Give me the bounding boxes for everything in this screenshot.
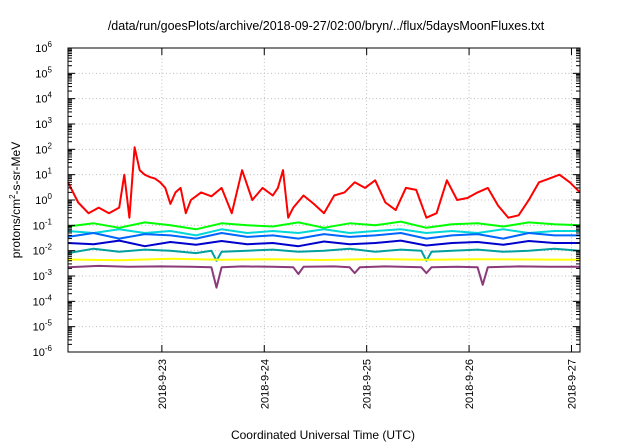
y-tick-label-base: 10	[33, 296, 45, 308]
y-tick-label-base: 10	[33, 271, 45, 283]
y-tick-label-exponent: -6	[45, 344, 53, 353]
series-line-7	[67, 264, 580, 289]
y-tick-label-exponent: -4	[45, 293, 53, 302]
y-tick-label-exponent: 0	[48, 192, 53, 201]
y-tick-label-exponent: -3	[45, 268, 53, 277]
x-tick-label-1: 2018-9-24	[259, 359, 271, 409]
y-tick-label-base: 10	[33, 347, 45, 359]
y-tick-label-base: 10	[35, 68, 47, 80]
y-tick-label-exponent: -1	[45, 217, 53, 226]
y-tick-label-base: 10	[35, 43, 47, 55]
y-tick-label-10: 104	[35, 91, 52, 106]
series-line-1	[67, 220, 581, 231]
y-tick-label-11: 105	[35, 65, 52, 80]
series-line-6	[67, 257, 581, 262]
y-tick-label-base: 10	[33, 322, 45, 334]
y-tick-label-base: 10	[35, 119, 47, 131]
y-tick-label-0: 10-6	[33, 344, 53, 359]
y-axis-label-prefix: protons/cm	[9, 199, 23, 258]
x-tick-label-4: 2018-9-27	[566, 359, 578, 409]
x-axis: 2018-9-23 2018-9-24 2018-9-25 2018-9-26 2018…	[157, 48, 578, 409]
y-tick-label-5: 10-1	[33, 217, 53, 232]
series-line-0	[67, 146, 581, 219]
y-tick-label-base: 10	[35, 170, 47, 182]
y-tick-label-exponent: 2	[48, 141, 53, 150]
series-line-3	[67, 232, 580, 240]
y-tick-label-base: 10	[35, 195, 47, 207]
y-tick-label-4: 10-2	[33, 243, 53, 258]
series-line-2	[67, 228, 580, 237]
y-tick-label-1: 10-5	[33, 319, 53, 334]
y-tick-label-exponent: 3	[48, 116, 53, 125]
y-tick-label-base: 10	[33, 246, 45, 258]
y-axis-label-suffix: -s-sr-MeV	[9, 142, 23, 195]
y-tick-label-exponent: 1	[48, 167, 53, 176]
chart-title: /data/run/goesPlots/archive/2018-09-27/0…	[108, 19, 545, 33]
y-tick-label-9: 103	[35, 116, 52, 131]
y-tick-label-exponent: 5	[48, 65, 53, 74]
x-axis-label: Coordinated Universal Time (UTC)	[231, 428, 415, 442]
y-tick-label-exponent: 6	[48, 40, 53, 49]
y-tick-label-base: 10	[35, 94, 47, 106]
x-tick-label-2: 2018-9-25	[362, 359, 374, 409]
y-tick-label-exponent: 4	[48, 91, 53, 100]
y-tick-label-exponent: -5	[45, 319, 53, 328]
y-tick-label-8: 102	[35, 141, 52, 156]
y-tick-label-2: 10-4	[33, 293, 53, 308]
y-tick-label-6: 100	[35, 192, 52, 207]
y-tick-label-12: 106	[35, 40, 52, 55]
data-series	[67, 146, 581, 289]
y-tick-label-3: 10-3	[33, 268, 53, 283]
y-tick-label-7: 101	[35, 167, 52, 182]
y-tick-label-base: 10	[35, 144, 47, 156]
x-tick-label-0: 2018-9-23	[157, 359, 169, 409]
x-tick-label-3: 2018-9-26	[464, 359, 476, 409]
series-line-5	[67, 247, 581, 262]
y-axis-label: protons/cm2-s-sr-MeV	[8, 142, 23, 258]
y-axis-label-sup: 2	[8, 194, 17, 199]
y-axis: 10-610-510-410-310-210-11001011021031041…	[33, 40, 580, 359]
y-tick-label-base: 10	[33, 220, 45, 232]
grid-lines	[68, 48, 580, 352]
series-line-4	[67, 239, 580, 248]
y-tick-label-exponent: -2	[45, 243, 53, 252]
